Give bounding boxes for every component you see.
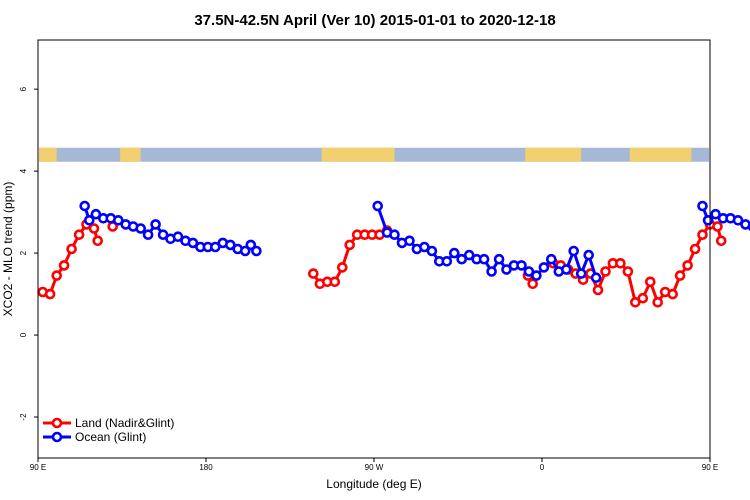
ocean-point — [702, 215, 714, 226]
land-point — [329, 276, 341, 288]
land-point — [344, 239, 356, 251]
ocean-point — [590, 272, 602, 284]
y-axis-label: XCO2 - MLO trend (ppm) — [1, 182, 15, 317]
ocean-point — [210, 241, 221, 253]
land-point — [51, 270, 63, 281]
ocean-point — [150, 219, 161, 230]
legend-ocean-label: Ocean (Glint) — [75, 430, 146, 444]
x-axis: 90 E 180 90 W 0 90 E — [30, 458, 718, 472]
ocean-point — [79, 200, 90, 212]
x-tick-label: 0 — [540, 463, 545, 472]
ocean-point — [545, 253, 557, 265]
y-axis: -2 0 2 4 6 — [19, 86, 38, 421]
land-point — [652, 296, 664, 308]
ocean-point — [697, 200, 708, 212]
land-point — [715, 235, 727, 247]
land-point — [58, 260, 70, 271]
legend: Land (Nadir&Glint)Ocean (Glint) — [43, 416, 174, 444]
ocean-point — [245, 239, 257, 251]
land-point — [44, 288, 56, 300]
ocean-point — [157, 229, 169, 240]
x-axis-label: Longitude (deg E) — [326, 477, 421, 491]
ocean-point — [441, 255, 453, 267]
land-band — [629, 147, 692, 162]
land-point — [336, 262, 348, 273]
ocean-point — [456, 253, 468, 265]
ocean-point — [463, 249, 475, 261]
y-tick-label: 4 — [19, 168, 28, 173]
ocean-point — [493, 253, 505, 265]
land-point — [637, 292, 649, 304]
ocean-point — [426, 245, 438, 257]
land-point — [689, 243, 701, 255]
ocean-point — [239, 245, 251, 257]
x-tick-label: 180 — [199, 463, 213, 472]
ocean-point — [135, 223, 146, 234]
ocean-point — [710, 208, 721, 220]
land-point — [88, 223, 100, 234]
land-point — [667, 288, 679, 300]
ocean-point — [90, 208, 102, 220]
plot-area — [37, 200, 750, 308]
ocean-point — [448, 247, 460, 259]
land-point — [527, 278, 539, 290]
ocean-point — [501, 264, 512, 275]
ocean-point — [389, 229, 400, 240]
land-point — [674, 270, 686, 281]
ocean-point — [172, 231, 184, 242]
ocean-point — [84, 215, 95, 226]
land-point — [66, 243, 77, 255]
land-band — [120, 147, 141, 162]
land-point — [73, 229, 85, 240]
ocean-point — [478, 253, 490, 265]
y-tick-label: -2 — [19, 413, 28, 421]
ocean-point — [516, 260, 527, 271]
ocean-point — [583, 249, 595, 261]
chart-title: 37.5N-42.5N April (Ver 10) 2015-01-01 to… — [194, 12, 555, 29]
land-point — [615, 257, 626, 269]
x-tick-label: 90 E — [702, 463, 718, 472]
land-band — [39, 147, 57, 162]
ocean-point — [531, 270, 542, 281]
ocean-point — [486, 266, 497, 277]
ocean-point — [113, 215, 124, 226]
plot-frame — [37, 39, 711, 459]
legend-land-marker — [51, 417, 63, 429]
land-series-line — [42, 222, 100, 296]
ocean-point — [372, 200, 384, 212]
ocean-point — [732, 215, 744, 226]
y-tick-label: 0 — [19, 332, 28, 337]
land-point — [592, 284, 604, 296]
x-tick-label: 90 E — [30, 463, 46, 472]
ocean-point — [251, 245, 262, 257]
y-tick-label: 2 — [19, 250, 28, 255]
land-point — [697, 229, 708, 240]
ocean-point — [538, 262, 550, 273]
land-strip — [39, 147, 709, 162]
land-band — [321, 147, 395, 162]
x-tick-label: 90 W — [365, 463, 384, 472]
land-point — [92, 235, 103, 247]
legend-ocean-marker — [51, 431, 63, 443]
ocean-point — [419, 241, 430, 253]
land-point — [644, 276, 656, 288]
land-band — [525, 147, 582, 162]
land-point — [307, 268, 319, 279]
ocean-point — [404, 235, 415, 247]
land-point — [682, 260, 693, 271]
ocean-point — [575, 268, 587, 279]
ocean-point — [560, 264, 572, 275]
ocean-point — [142, 229, 154, 240]
land-point — [712, 221, 723, 232]
ocean-point — [225, 239, 236, 251]
land-point — [629, 296, 641, 308]
ocean-point — [187, 237, 199, 249]
ocean-point — [523, 266, 535, 277]
land-point — [600, 266, 611, 277]
land-point — [622, 266, 634, 277]
y-tick-label: 6 — [19, 86, 28, 91]
legend-land-label: Land (Nadir&Glint) — [75, 416, 174, 430]
ocean-point — [568, 245, 580, 257]
